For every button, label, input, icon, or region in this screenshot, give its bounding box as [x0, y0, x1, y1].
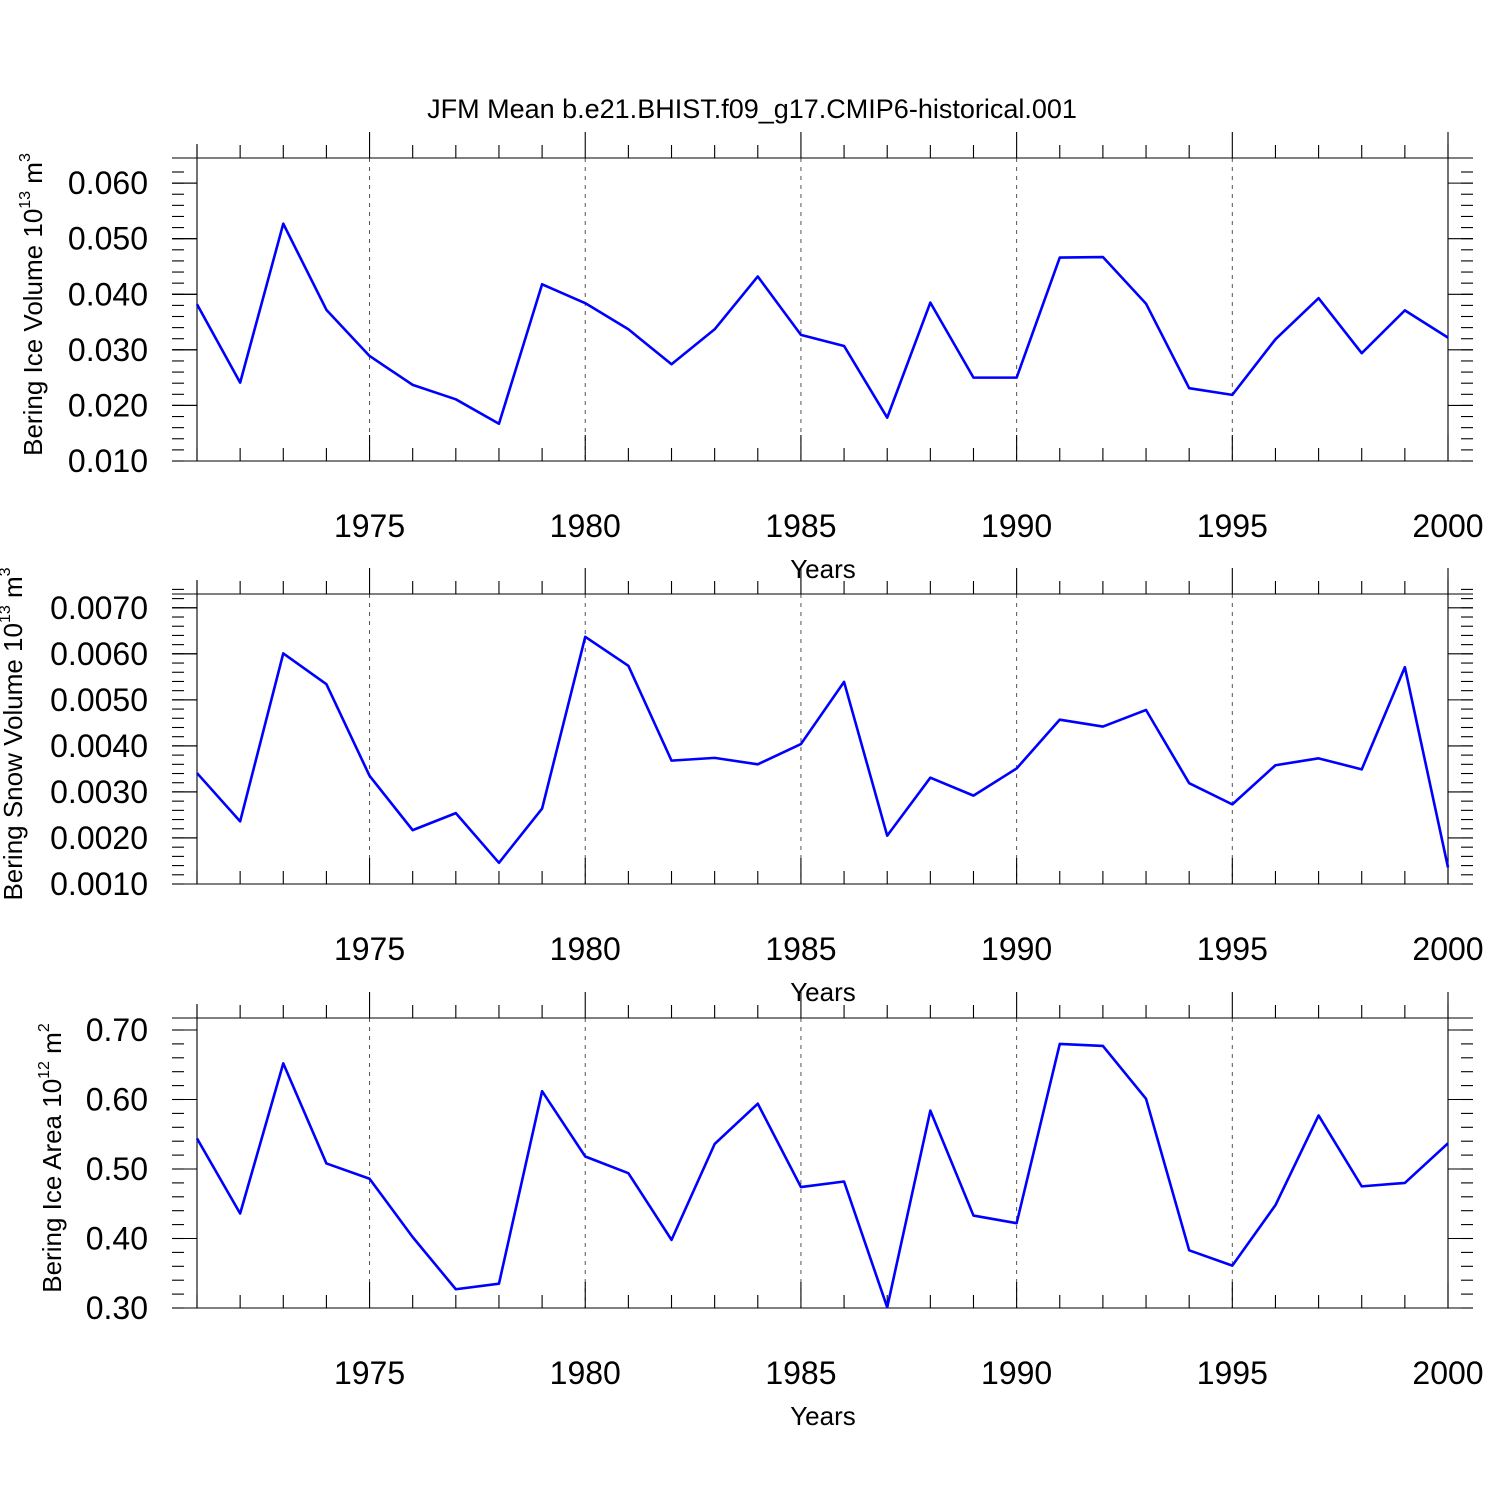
y-tick-label: 0.0050 — [50, 682, 148, 718]
x-tick-label: 1975 — [334, 1355, 405, 1391]
x-tick-label: 1985 — [765, 931, 836, 967]
x-tick-label: 1995 — [1197, 1355, 1268, 1391]
figure-title: JFM Mean b.e21.BHIST.f09_g17.CMIP6-histo… — [427, 94, 1077, 124]
data-series-line — [196, 635, 1450, 868]
x-tick-label: 1975 — [334, 508, 405, 544]
x-tick-label: 2000 — [1412, 931, 1483, 967]
panels: 1975 1980 1985 1990 1995 2000 0.010 0.020 0.030 0… — [0, 132, 1484, 1431]
y-tick-label: 0.050 — [68, 221, 148, 257]
chart-panel-3: 1975 1980 1985 1990 1995 2000 0.30 0.40 0.50 0.60… — [36, 992, 1484, 1431]
x-axis-label: Years — [790, 1401, 856, 1431]
x-tick-label: 1990 — [981, 1355, 1052, 1391]
y-tick-label: 0.020 — [68, 387, 148, 423]
y-tick-label: 0.0060 — [50, 636, 148, 672]
x-axis-label: Years — [790, 977, 856, 1007]
y-tick-label: 0.0020 — [50, 820, 148, 856]
y-tick-label: 0.50 — [86, 1151, 148, 1187]
y-tick-label: 0.060 — [68, 165, 148, 201]
y-tick-label: 0.010 — [68, 443, 148, 479]
x-tick-label: 1995 — [1197, 508, 1268, 544]
x-tick-label: 1990 — [981, 931, 1052, 967]
x-tick-label: 1985 — [765, 508, 836, 544]
data-series-line — [195, 1042, 1449, 1309]
y-tick-label: 0.030 — [68, 332, 148, 368]
x-tick-label: 1980 — [550, 508, 621, 544]
x-tick-label: 2000 — [1412, 508, 1483, 544]
y-tick-label: 0.0010 — [50, 866, 148, 902]
x-tick-label: 1995 — [1197, 931, 1268, 967]
x-tick-label: 2000 — [1412, 1355, 1483, 1391]
x-tick-label: 1975 — [334, 931, 405, 967]
chart-panel-2: 1975 1980 1985 1990 1995 2000 0.0010 0.0020 0.00… — [0, 567, 1484, 1007]
data-series-line — [195, 222, 1449, 426]
y-tick-label: 0.0040 — [50, 728, 148, 764]
x-tick-label: 1985 — [765, 1355, 836, 1391]
y-tick-label: 0.60 — [86, 1082, 148, 1118]
chart-panel-1: 1975 1980 1985 1990 1995 2000 0.010 0.020 0.030 0… — [17, 132, 1484, 584]
y-tick-label: 0.0030 — [50, 774, 148, 810]
y-axis-label: Bering Ice Area 1012 m2 — [36, 1023, 67, 1293]
x-tick-label: 1990 — [981, 508, 1052, 544]
y-tick-label: 0.0070 — [50, 590, 148, 626]
y-tick-label: 0.30 — [86, 1290, 148, 1326]
x-tick-label: 1980 — [550, 1355, 621, 1391]
x-axis-label: Years — [790, 554, 856, 584]
y-tick-label: 0.040 — [68, 276, 148, 312]
x-tick-label: 1980 — [550, 931, 621, 967]
y-axis-label: Bering Ice Volume 1013 m3 — [17, 153, 48, 456]
y-tick-label: 0.70 — [86, 1012, 148, 1048]
y-tick-label: 0.40 — [86, 1221, 148, 1257]
y-axis-label: Bering Snow Volume 1013 m3 — [0, 567, 28, 900]
